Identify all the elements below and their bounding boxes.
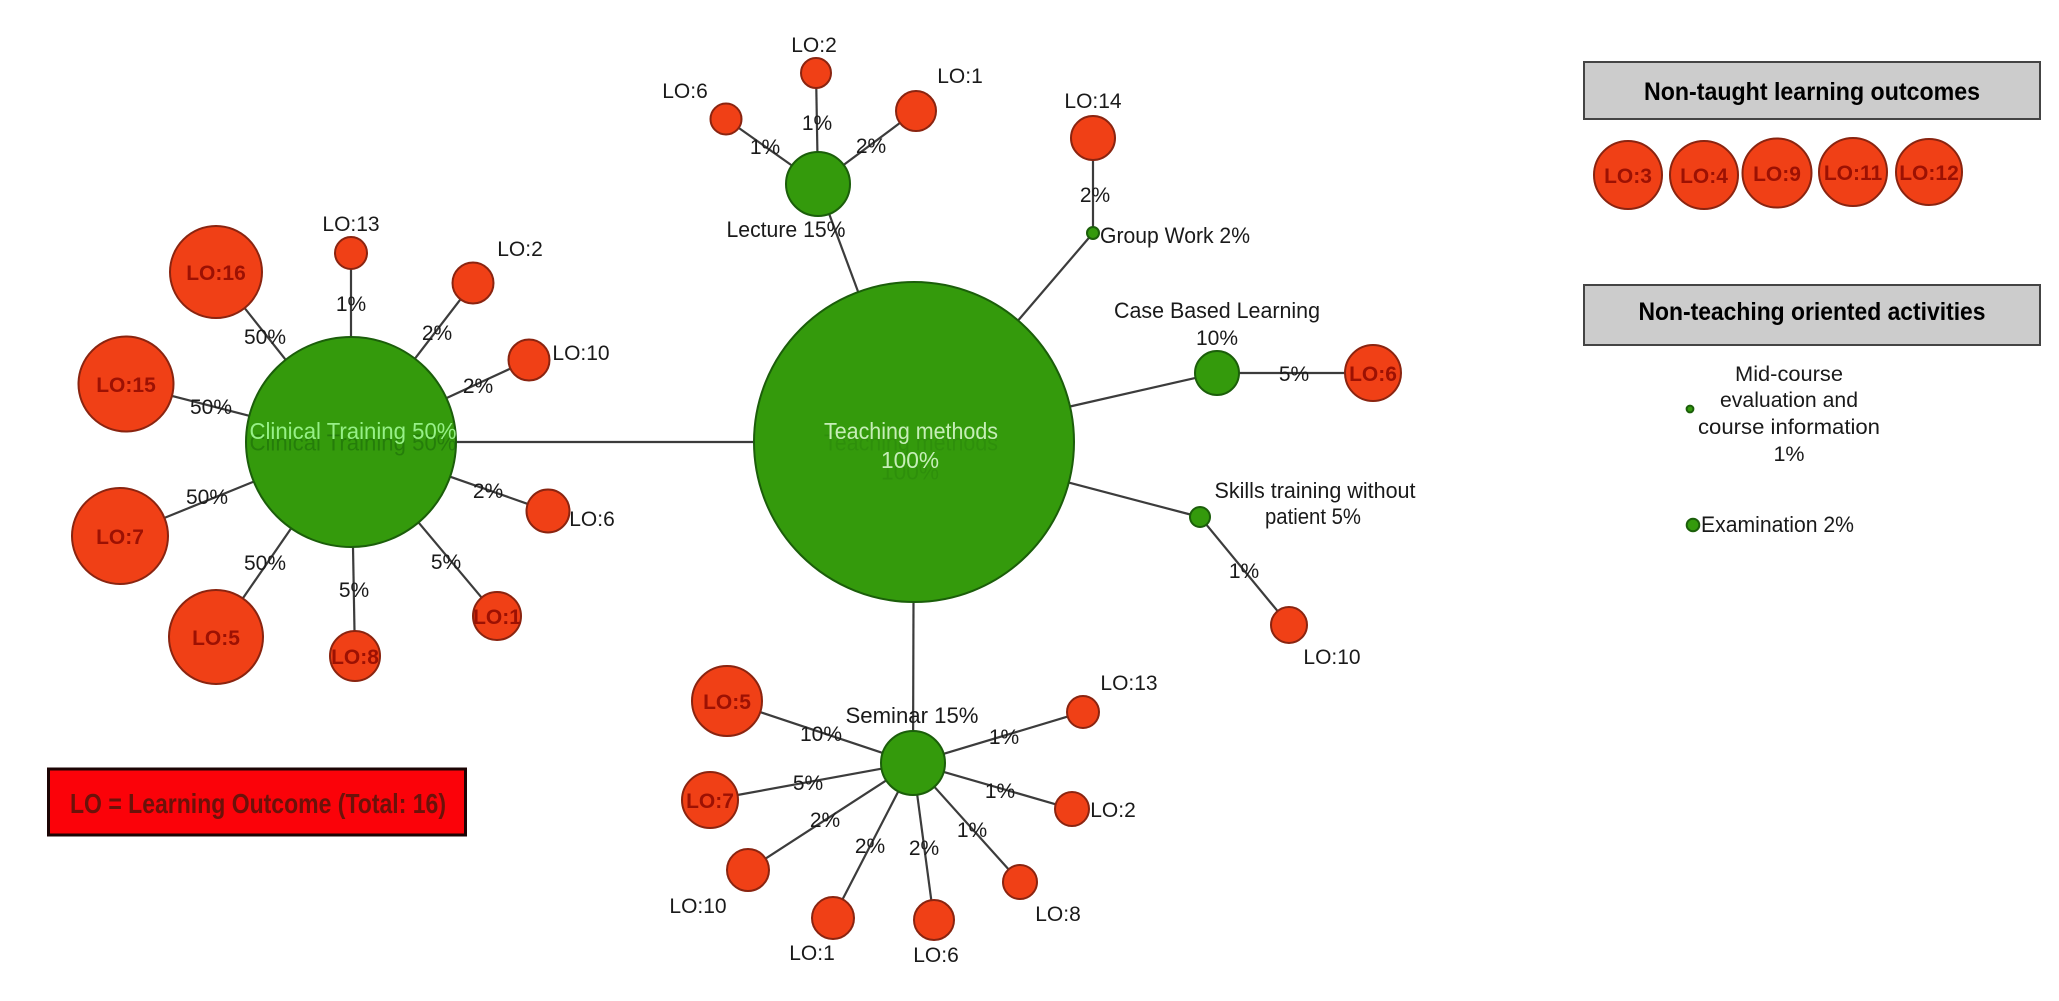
svg-text:Non-taught learning outcomes: Non-taught learning outcomes bbox=[1644, 78, 1980, 106]
svg-text:LO:12: LO:12 bbox=[1899, 162, 1959, 185]
svg-text:100%: 100% bbox=[881, 447, 939, 473]
svg-text:patient 5%: patient 5% bbox=[1265, 504, 1361, 529]
svg-text:LO:10: LO:10 bbox=[552, 342, 609, 365]
svg-text:Clinical Training 50%: Clinical Training 50% bbox=[250, 430, 457, 456]
svg-text:LO:10: LO:10 bbox=[669, 895, 726, 918]
svg-text:1%: 1% bbox=[985, 780, 1015, 803]
svg-text:LO:13: LO:13 bbox=[322, 213, 379, 236]
svg-text:Teaching methods: Teaching methods bbox=[824, 418, 998, 444]
svg-text:LO:7: LO:7 bbox=[96, 526, 144, 549]
svg-text:LO:8: LO:8 bbox=[331, 646, 379, 669]
svg-text:Examination 2%: Examination 2% bbox=[1701, 512, 1854, 537]
svg-text:1%: 1% bbox=[1773, 442, 1804, 466]
svg-text:1%: 1% bbox=[750, 136, 780, 159]
svg-text:1%: 1% bbox=[957, 819, 987, 842]
svg-text:Case Based Learning: Case Based Learning bbox=[1114, 298, 1320, 323]
svg-text:LO:1: LO:1 bbox=[789, 942, 835, 965]
svg-text:LO:15: LO:15 bbox=[96, 374, 156, 397]
svg-text:5%: 5% bbox=[793, 772, 823, 795]
svg-text:2%: 2% bbox=[810, 809, 840, 832]
svg-text:Seminar 15%: Seminar 15% bbox=[846, 703, 979, 728]
svg-text:Mid-course: Mid-course bbox=[1735, 362, 1843, 386]
svg-text:LO:1: LO:1 bbox=[473, 606, 521, 629]
svg-text:LO:14: LO:14 bbox=[1064, 90, 1122, 113]
svg-text:LO:6: LO:6 bbox=[1349, 363, 1397, 386]
svg-text:50%: 50% bbox=[190, 396, 232, 419]
svg-text:LO:6: LO:6 bbox=[913, 944, 959, 967]
svg-text:1%: 1% bbox=[336, 293, 366, 316]
svg-text:LO:2: LO:2 bbox=[497, 238, 543, 261]
svg-text:50%: 50% bbox=[186, 486, 228, 509]
svg-text:10%: 10% bbox=[1196, 327, 1238, 350]
svg-text:LO:5: LO:5 bbox=[703, 691, 751, 714]
svg-text:LO:6: LO:6 bbox=[662, 80, 708, 103]
svg-text:1%: 1% bbox=[1229, 560, 1259, 583]
svg-text:LO:3: LO:3 bbox=[1604, 165, 1652, 188]
svg-text:5%: 5% bbox=[1279, 363, 1309, 386]
svg-text:LO:11: LO:11 bbox=[1824, 162, 1883, 185]
svg-text:LO:16: LO:16 bbox=[186, 262, 246, 285]
svg-text:LO:8: LO:8 bbox=[1035, 903, 1081, 926]
svg-text:Teaching methods: Teaching methods bbox=[824, 430, 998, 456]
svg-text:course information: course information bbox=[1698, 415, 1880, 439]
svg-text:Group Work 2%: Group Work 2% bbox=[1100, 223, 1250, 248]
svg-text:1%: 1% bbox=[989, 726, 1019, 749]
svg-text:2%: 2% bbox=[856, 135, 886, 158]
svg-text:10%: 10% bbox=[800, 723, 842, 746]
svg-text:LO:2: LO:2 bbox=[791, 34, 837, 57]
svg-text:2%: 2% bbox=[473, 480, 503, 503]
svg-text:Lecture 15%: Lecture 15% bbox=[727, 217, 846, 242]
svg-text:LO:9: LO:9 bbox=[1753, 163, 1801, 186]
svg-text:evaluation and: evaluation and bbox=[1720, 388, 1858, 412]
svg-text:100%: 100% bbox=[881, 459, 939, 485]
svg-text:LO:13: LO:13 bbox=[1100, 672, 1157, 695]
svg-text:5%: 5% bbox=[339, 579, 369, 602]
svg-text:LO:1: LO:1 bbox=[937, 65, 983, 88]
svg-text:50%: 50% bbox=[244, 326, 286, 349]
svg-text:LO:6: LO:6 bbox=[569, 508, 615, 531]
svg-text:LO:2: LO:2 bbox=[1090, 799, 1136, 822]
svg-text:2%: 2% bbox=[909, 837, 939, 860]
svg-text:5%: 5% bbox=[431, 551, 461, 574]
svg-text:2%: 2% bbox=[1080, 184, 1110, 207]
svg-text:LO:10: LO:10 bbox=[1303, 646, 1360, 669]
svg-text:Non-teaching oriented activiti: Non-teaching oriented activities bbox=[1639, 298, 1986, 326]
svg-text:LO:7: LO:7 bbox=[686, 790, 734, 813]
svg-text:2%: 2% bbox=[463, 375, 493, 398]
svg-text:Skills training without: Skills training without bbox=[1215, 478, 1416, 503]
svg-text:2%: 2% bbox=[855, 835, 885, 858]
svg-text:1%: 1% bbox=[802, 112, 832, 135]
svg-text:50%: 50% bbox=[244, 552, 286, 575]
svg-text:Clinical Training 50%: Clinical Training 50% bbox=[250, 418, 457, 444]
svg-text:LO = Learning Outcome (Total:: LO = Learning Outcome (Total: 16) bbox=[70, 788, 446, 819]
svg-text:LO:4: LO:4 bbox=[1680, 165, 1728, 188]
svg-text:2%: 2% bbox=[422, 322, 452, 345]
svg-text:LO:5: LO:5 bbox=[192, 627, 240, 650]
